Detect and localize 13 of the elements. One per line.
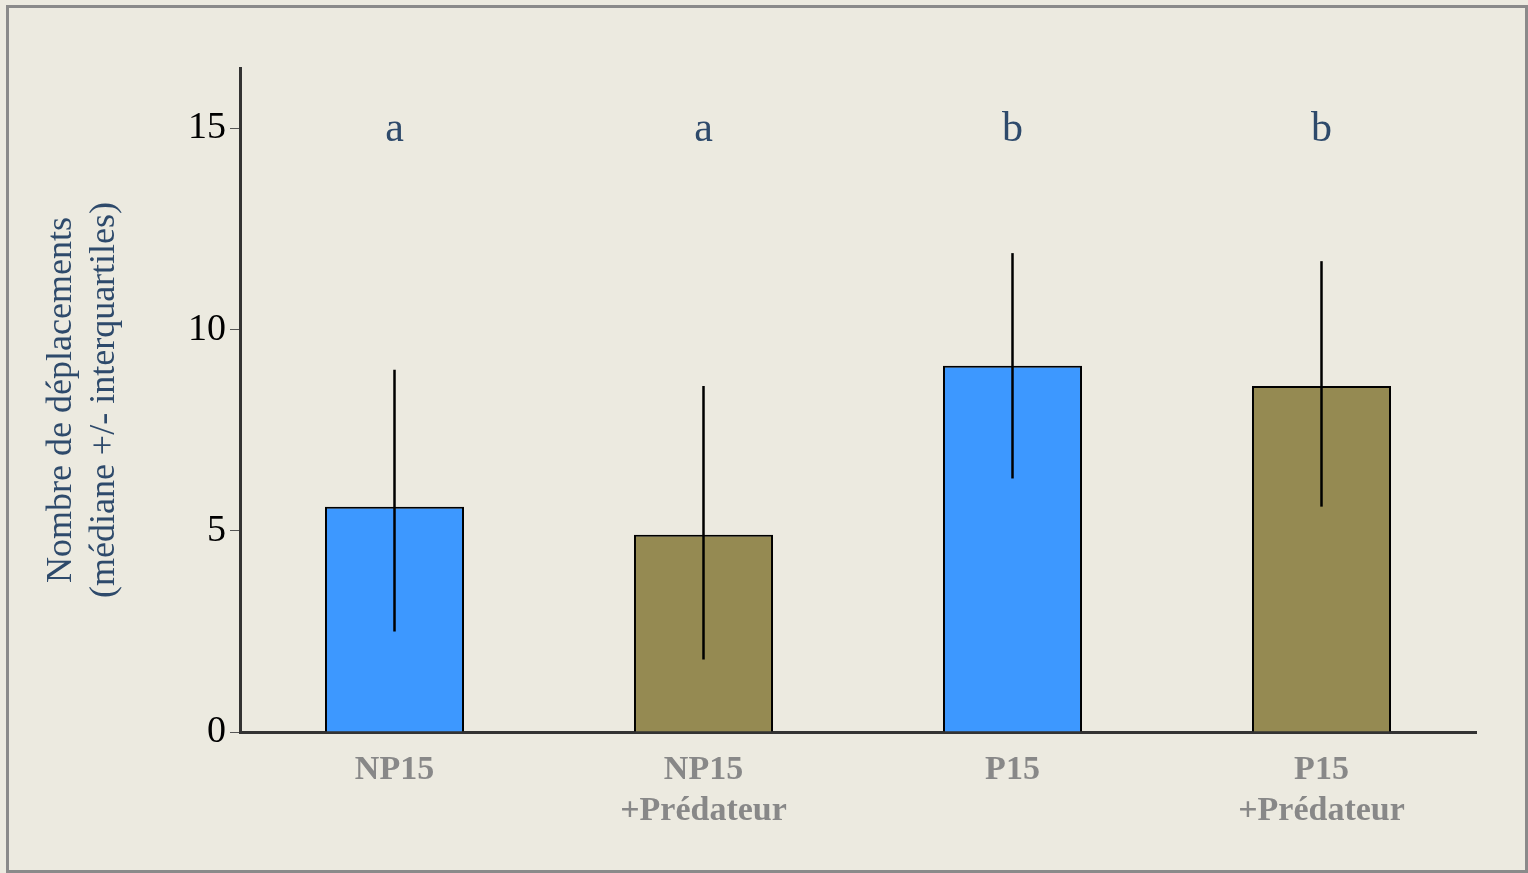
x-tick-label: P15 [985, 749, 1040, 787]
x-tick-label: P15 +Prédateur [1238, 749, 1405, 827]
y-tick-label: 5 [207, 506, 226, 549]
y-tick-label: 15 [188, 104, 226, 147]
x-tick-label: NP15 +Prédateur [620, 749, 787, 827]
y-axis-title: Nombre de déplacements (médiane +/- interquartiles) [39, 201, 123, 599]
annotation: a [694, 104, 714, 151]
annotation: b [1311, 104, 1332, 151]
y-tick-label: 10 [188, 305, 226, 348]
y-tick-label: 0 [207, 707, 226, 750]
x-tick-label: NP15 [354, 749, 435, 787]
annotation: a [385, 104, 405, 151]
annotation: b [1002, 104, 1023, 151]
